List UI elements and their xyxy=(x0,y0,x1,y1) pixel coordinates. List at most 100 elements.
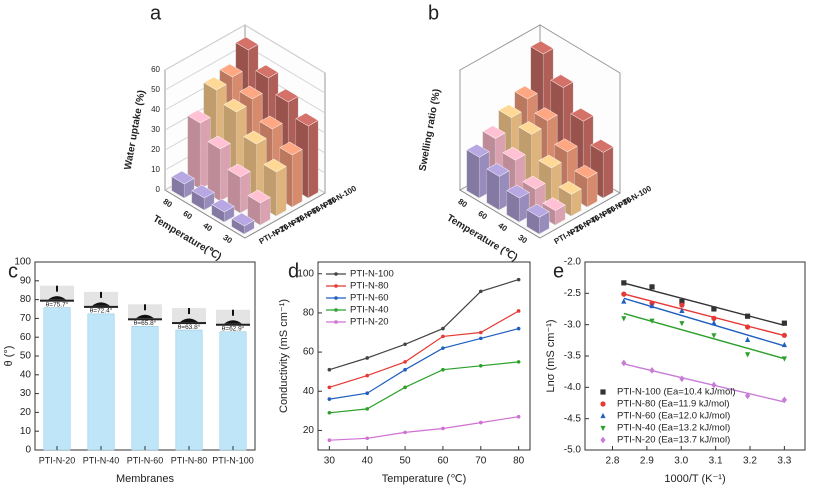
marker xyxy=(781,341,787,348)
point xyxy=(327,438,332,443)
bar xyxy=(87,313,115,451)
x-tick-label: 3.2 xyxy=(743,456,757,467)
x-tick-label: PTI-N-100 xyxy=(212,455,254,465)
x-tick-label: PTI-N-20 xyxy=(39,455,76,465)
bar-top xyxy=(231,212,255,227)
bar-top xyxy=(506,184,530,199)
temperature-label: 60 xyxy=(181,209,194,222)
marker xyxy=(621,291,627,297)
droplet-photo xyxy=(128,304,162,321)
legend-marker xyxy=(334,308,338,312)
series-line xyxy=(329,416,519,441)
y-tick-label: 90 xyxy=(20,275,32,286)
bar-top xyxy=(498,104,522,118)
bar-top xyxy=(247,189,271,204)
membrane-label: PTI-N-100 xyxy=(322,184,359,211)
x-tick-label: PTI-N-80 xyxy=(171,455,208,465)
marker xyxy=(621,298,627,304)
panel-label: d xyxy=(288,260,299,282)
marker xyxy=(621,359,627,367)
panel-label: e xyxy=(553,260,564,282)
bar-top xyxy=(530,40,554,55)
point xyxy=(478,289,483,294)
z-tick-label: 30 xyxy=(151,125,160,134)
point xyxy=(327,410,332,415)
point xyxy=(478,330,483,335)
value-label: θ=72.4° xyxy=(90,307,113,315)
bar-top xyxy=(542,197,566,211)
marker xyxy=(621,316,627,322)
x-tick-label: PTI-N-60 xyxy=(127,455,164,465)
x-axis-title: Temperature(℃) xyxy=(151,213,223,262)
point xyxy=(365,436,370,441)
substrate xyxy=(172,322,206,325)
substrate xyxy=(128,318,162,321)
droplet xyxy=(92,302,110,306)
point xyxy=(478,420,483,425)
point xyxy=(441,367,445,372)
marker xyxy=(745,392,751,400)
marker xyxy=(781,356,787,362)
x-tick-label: 3.1 xyxy=(709,456,723,467)
fit-line xyxy=(623,293,785,337)
point xyxy=(441,346,445,350)
bar-3d xyxy=(486,163,510,211)
y-tick-label: -2.5 xyxy=(564,288,582,299)
fit-line xyxy=(623,297,785,347)
point xyxy=(403,385,407,390)
legend-label: PTI-N-60 xyxy=(350,293,389,304)
y-tick-label: 100 xyxy=(14,257,31,268)
marker xyxy=(679,298,685,305)
droplet-photo xyxy=(40,285,74,302)
point xyxy=(441,334,445,339)
marker xyxy=(649,284,655,290)
z-tick-label: 0 xyxy=(156,185,161,194)
marker xyxy=(711,333,717,339)
series-line xyxy=(329,361,519,414)
temperature-label: 80 xyxy=(161,197,174,210)
series-line xyxy=(329,279,519,371)
bar-top xyxy=(219,63,243,78)
legend-marker xyxy=(334,296,338,300)
bar-top xyxy=(502,146,526,161)
z-tick-label: 60 xyxy=(151,65,160,74)
bar-top xyxy=(514,85,538,100)
value-label: θ=63.8° xyxy=(178,323,201,331)
point xyxy=(327,385,332,390)
temperature-label: 30 xyxy=(516,233,529,246)
y-axis-title: Swelling ratio (%) xyxy=(417,88,442,172)
marker xyxy=(745,352,751,358)
marker xyxy=(781,396,787,404)
bar-3d xyxy=(466,143,490,199)
marker xyxy=(744,324,751,330)
z-tick-label: 50 xyxy=(151,85,160,94)
point xyxy=(403,430,407,435)
y-axis-title: Water uptake (%) xyxy=(123,89,148,170)
grid-line xyxy=(164,24,326,74)
droplet xyxy=(48,296,66,300)
x-tick-label: PTI-N-40 xyxy=(83,455,120,465)
plot-frame xyxy=(317,261,531,451)
legend-label: PTI-N-100 xyxy=(350,269,394,280)
legend-marker xyxy=(334,320,338,324)
legend-marker xyxy=(600,425,606,432)
legend-label: PTI-N-80 xyxy=(350,281,389,292)
y-tick-label: 50 xyxy=(20,351,32,362)
bar-top xyxy=(207,135,231,150)
fit-line xyxy=(623,312,785,360)
needle xyxy=(232,309,234,316)
point xyxy=(365,356,370,360)
bar-top xyxy=(187,109,211,124)
marker xyxy=(711,315,717,321)
bar-top xyxy=(570,107,594,122)
droplet-photo xyxy=(84,291,118,308)
point xyxy=(516,326,521,331)
bar-top xyxy=(279,141,303,156)
bar-top xyxy=(522,175,546,190)
y-tick-label: 0 xyxy=(25,445,31,456)
x-tick-label: 50 xyxy=(400,456,412,467)
point xyxy=(365,373,370,378)
bar-top xyxy=(235,36,259,51)
bar-top xyxy=(550,74,574,88)
substrate xyxy=(84,305,118,308)
